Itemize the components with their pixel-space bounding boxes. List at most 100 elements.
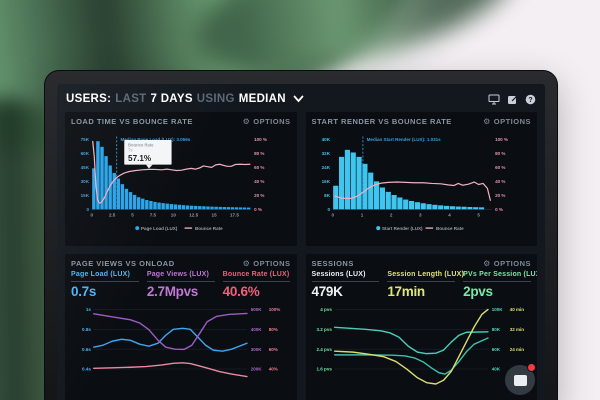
laptop: USERS: LAST 7 DAYS USING MEDIAN bbox=[44, 70, 558, 400]
svg-text:40 min: 40 min bbox=[509, 307, 524, 312]
panel-title: LOAD TIME VS BOUNCE RATE bbox=[71, 117, 193, 126]
metric-value: 40.6% bbox=[222, 284, 260, 299]
metric-value: 17min bbox=[387, 284, 425, 299]
panel-sessions: SESSIONS ⚙ OPTIONS Sessions (LUX) 479K S… bbox=[305, 254, 537, 400]
svg-text:2.5: 2.5 bbox=[109, 212, 116, 217]
svg-text:0 %: 0 % bbox=[254, 207, 262, 212]
metric-label: Page Load (LUX) bbox=[71, 271, 139, 282]
svg-text:60K: 60K bbox=[81, 151, 90, 156]
svg-text:60 %: 60 % bbox=[254, 165, 264, 170]
options-button[interactable]: ⚙ OPTIONS bbox=[483, 259, 531, 268]
svg-text:Start Render (LUX): Start Render (LUX) bbox=[382, 226, 423, 231]
options-label: OPTIONS bbox=[493, 117, 531, 126]
svg-text:40%: 40% bbox=[269, 367, 278, 372]
load-time-vs-bounce-rate-chart[interactable]: 75K 60K 45K 30K 15K 0 100 % 80 % 60 % 40 % 20 % 0 %… bbox=[71, 128, 291, 238]
svg-text:40 %: 40 % bbox=[254, 179, 264, 184]
gear-icon: ⚙ bbox=[483, 258, 491, 268]
metric-row: Sessions (LUX) 479K Session Length (LUX)… bbox=[311, 271, 537, 299]
svg-text:0: 0 bbox=[327, 207, 330, 212]
title-part: LAST bbox=[115, 93, 147, 105]
options-button[interactable]: ⚙ OPTIONS bbox=[243, 117, 291, 126]
svg-text:40K: 40K bbox=[491, 367, 500, 372]
date-range-selector[interactable]: USERS: LAST 7 DAYS USING MEDIAN bbox=[66, 93, 304, 105]
metric-value: 479K bbox=[311, 284, 343, 299]
chevron-down-icon bbox=[293, 95, 304, 103]
svg-text:32 min: 32 min bbox=[509, 327, 524, 332]
metric-label: Sessions (LUX) bbox=[311, 271, 380, 282]
svg-text:20 %: 20 % bbox=[495, 193, 505, 198]
options-button[interactable]: ⚙ OPTIONS bbox=[243, 259, 291, 268]
chat-button[interactable] bbox=[505, 363, 536, 395]
svg-text:100 %: 100 % bbox=[254, 137, 267, 142]
panel-grid: LOAD TIME VS BOUNCE RATE ⚙ OPTIONS 75K 60… bbox=[57, 112, 545, 400]
panel-title: SESSIONS bbox=[311, 259, 354, 268]
metric-value: 2pvs bbox=[463, 284, 493, 299]
svg-text:300K: 300K bbox=[251, 347, 263, 352]
svg-text:3.2 pvs: 3.2 pvs bbox=[316, 327, 332, 332]
title-part: MEDIAN bbox=[238, 93, 286, 105]
svg-text:Median Start Render (LUX): 1.0: Median Start Render (LUX): 1.031s bbox=[366, 137, 441, 142]
options-label: OPTIONS bbox=[253, 117, 291, 126]
svg-text:100K: 100K bbox=[491, 307, 503, 312]
help-icon[interactable]: ? bbox=[525, 94, 536, 105]
svg-text:0.6s: 0.6s bbox=[82, 347, 91, 352]
metric-row: Page Load (LUX) 0.7s Page Views (LUX) 2.… bbox=[71, 271, 291, 299]
svg-text:4 pvs: 4 pvs bbox=[320, 307, 332, 312]
sessions-chart[interactable]: 4 pvs 100K 40 min 3.2 pvs 80K 32 min 2.4 pvs 60… bbox=[312, 300, 532, 387]
svg-text:17.5: 17.5 bbox=[230, 212, 239, 217]
notification-badge bbox=[527, 363, 536, 372]
options-button[interactable]: ⚙ OPTIONS bbox=[483, 117, 531, 126]
svg-text:0.8s: 0.8s bbox=[82, 327, 91, 332]
svg-text:16K: 16K bbox=[321, 179, 330, 184]
metric-bounce-rate: Bounce Rate (LUX) 40.6% bbox=[222, 271, 291, 299]
svg-text:Median Page Load (LUX): 3.056s: Median Page Load (LUX): 3.056s bbox=[121, 137, 191, 142]
svg-text:500K: 500K bbox=[251, 307, 263, 312]
monitor-icon[interactable] bbox=[488, 94, 500, 105]
title-part: 7 DAYS bbox=[150, 93, 193, 105]
svg-text:1: 1 bbox=[360, 212, 363, 217]
metric-label: Session Length (LUX) bbox=[387, 271, 464, 282]
svg-text:0: 0 bbox=[91, 212, 94, 217]
metric-label: Page Views (LUX) bbox=[146, 271, 215, 282]
metric-label: Bounce Rate (LUX) bbox=[222, 271, 291, 282]
page-views-vs-onload-chart[interactable]: 1s 500K 100% 0.8s 400K 80% 0.6s 300K 60% 0.4s 200K… bbox=[71, 300, 291, 387]
svg-text:Bounce Rate: Bounce Rate bbox=[195, 226, 223, 231]
svg-text:80 %: 80 % bbox=[495, 151, 505, 156]
share-icon[interactable] bbox=[507, 94, 518, 105]
svg-text:80 %: 80 % bbox=[254, 151, 264, 156]
gear-icon: ⚙ bbox=[483, 116, 491, 126]
svg-text:15K: 15K bbox=[81, 193, 90, 198]
title-part: USING bbox=[196, 93, 235, 105]
svg-text:80%: 80% bbox=[269, 327, 278, 332]
svg-text:60 %: 60 % bbox=[495, 165, 505, 170]
svg-text:40K: 40K bbox=[321, 137, 330, 142]
start-render-vs-bounce-rate-chart[interactable]: 40K 32K 24K 16K 8K 0 100 % 80 % 60 % 40 % 20 % 0 % 0… bbox=[312, 128, 532, 238]
dashboard-screen: USERS: LAST 7 DAYS USING MEDIAN bbox=[57, 84, 545, 400]
svg-text:10: 10 bbox=[171, 212, 177, 217]
svg-text:40 %: 40 % bbox=[495, 179, 505, 184]
metric-page-load: Page Load (LUX) 0.7s bbox=[71, 271, 139, 299]
metric-session-length: Session Length (LUX) 17min bbox=[387, 271, 464, 299]
svg-text:2.4 pvs: 2.4 pvs bbox=[316, 347, 332, 352]
svg-text:Bounce Rate: Bounce Rate bbox=[128, 143, 154, 148]
svg-text:60%: 60% bbox=[269, 347, 278, 352]
svg-text:1s: 1s bbox=[86, 307, 92, 312]
app-header: USERS: LAST 7 DAYS USING MEDIAN bbox=[57, 84, 545, 112]
svg-text:75K: 75K bbox=[81, 137, 90, 142]
options-label: OPTIONS bbox=[253, 259, 291, 268]
svg-text:60K: 60K bbox=[491, 347, 500, 352]
svg-text:5: 5 bbox=[477, 212, 480, 217]
metric-value: 2.7Mpvs bbox=[146, 284, 199, 299]
svg-text:0: 0 bbox=[331, 212, 334, 217]
gear-icon: ⚙ bbox=[242, 116, 251, 126]
svg-text:Page Load (LUX): Page Load (LUX) bbox=[141, 226, 178, 231]
panel-start-render: START RENDER VS BOUNCE RATE ⚙ OPTIONS 40… bbox=[305, 112, 537, 246]
metric-value: 0.7s bbox=[71, 284, 97, 299]
svg-text:0: 0 bbox=[86, 207, 89, 212]
svg-text:32K: 32K bbox=[321, 151, 330, 156]
panel-title: PAGE VIEWS VS ONLOAD bbox=[71, 259, 175, 268]
svg-text:8K: 8K bbox=[324, 193, 331, 198]
svg-text:100 %: 100 % bbox=[495, 137, 508, 142]
panel-load-time: LOAD TIME VS BOUNCE RATE ⚙ OPTIONS 75K 60… bbox=[65, 112, 297, 246]
